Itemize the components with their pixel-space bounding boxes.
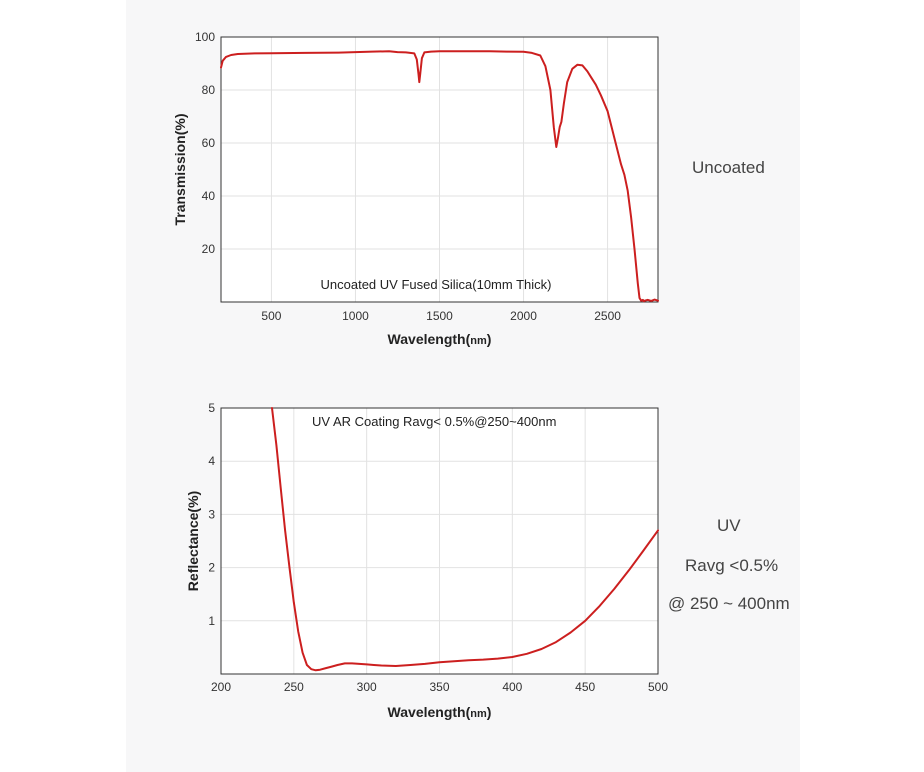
x-tick-label: 500	[261, 309, 281, 323]
y-tick-label: 5	[208, 401, 215, 415]
x-tick-label: 450	[575, 680, 595, 694]
x-tick-label: 1500	[426, 309, 453, 323]
plot-frame-2	[220, 407, 659, 675]
y-tick-label: 4	[208, 454, 215, 468]
y-tick-label: 3	[208, 507, 215, 521]
x-tick-label: 300	[357, 680, 377, 694]
y-axis-label: Reflectance(%)	[185, 491, 201, 591]
x-tick-label: 2500	[594, 309, 621, 323]
x-tick-label: 200	[211, 680, 231, 694]
y-tick-label: 1	[208, 614, 215, 628]
series-line-2	[271, 407, 659, 672]
x-tick-label: 500	[648, 680, 668, 694]
y-tick-label: 100	[195, 30, 215, 44]
x-tick-label: 2000	[510, 309, 537, 323]
side-label-ravg: Ravg <0.5%	[685, 556, 779, 575]
chart-title-1: Uncoated UV Fused Silica(10mm Thick)	[321, 277, 552, 292]
y-axis-label: Transmission(%)	[172, 113, 188, 225]
y-tick-label: 80	[202, 83, 216, 97]
side-label-range: @ 250 ~ 400nm	[668, 594, 790, 613]
y-tick-label: 60	[202, 136, 216, 150]
x-tick-label: 1000	[342, 309, 369, 323]
x-axis-label: Wavelength(nm)	[388, 331, 492, 347]
x-tick-label: 250	[284, 680, 304, 694]
y-tick-label: 2	[208, 561, 215, 575]
series-line-1	[220, 50, 659, 303]
x-tick-label: 400	[502, 680, 522, 694]
y-tick-label: 40	[202, 189, 216, 203]
side-label-uv: UV	[717, 516, 741, 535]
chart-title-2: UV AR Coating Ravg< 0.5%@250~400nm	[312, 414, 556, 429]
x-tick-label: 350	[429, 680, 449, 694]
x-axis-label: Wavelength(nm)	[388, 704, 492, 720]
plot-frame-1	[220, 36, 659, 303]
side-label-uncoated: Uncoated	[692, 158, 765, 177]
y-tick-label: 20	[202, 242, 216, 256]
